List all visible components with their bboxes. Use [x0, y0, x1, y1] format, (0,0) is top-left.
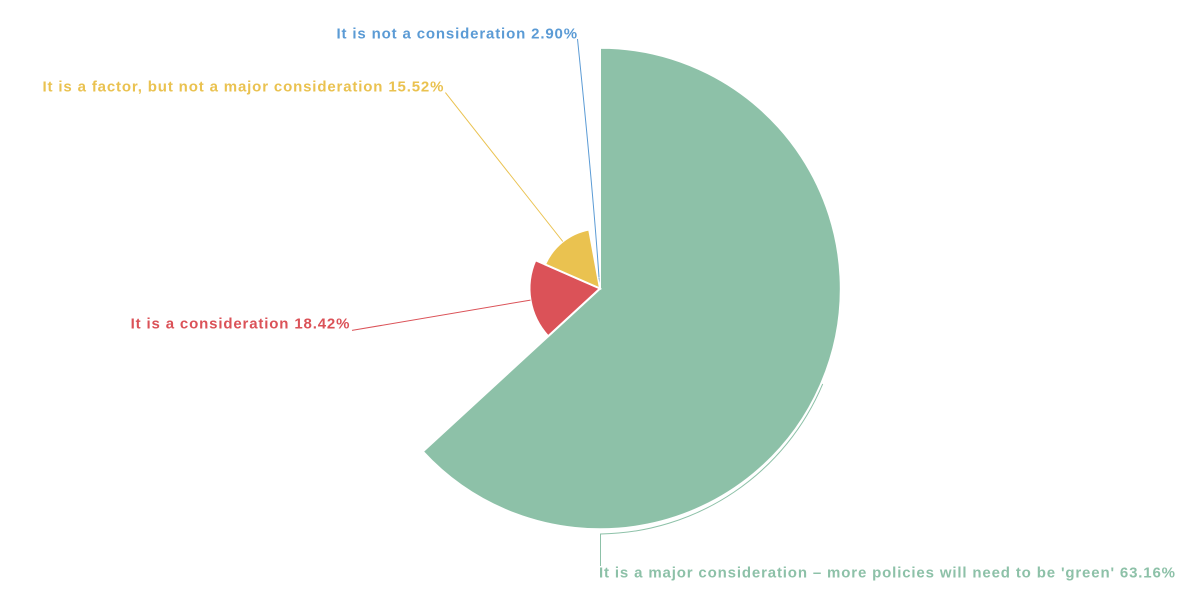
svg-text:It is a consideration 18.42%: It is a consideration 18.42% [131, 316, 351, 333]
svg-text:It is a factor, but not a majo: It is a factor, but not a major consider… [43, 79, 445, 96]
svg-text:It is not a consideration 2.90: It is not a consideration 2.90% [337, 26, 578, 43]
svg-text:It is a major consideration –: It is a major consideration – more polic… [599, 565, 1176, 582]
